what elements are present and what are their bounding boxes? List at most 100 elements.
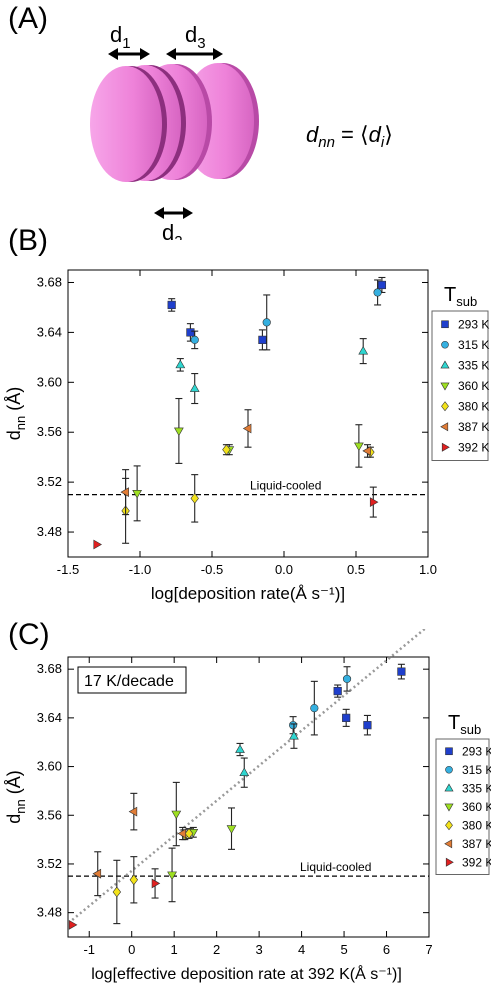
d3-label: d3 (185, 22, 206, 52)
data-point (128, 806, 138, 817)
y-tick-label: 3.64 (37, 710, 62, 725)
legend-title-main: T (448, 712, 460, 734)
data-point (342, 674, 352, 684)
y-tick-label: 3.68 (37, 274, 62, 289)
liquid-cooled-label: Liquid-cooled (250, 479, 321, 493)
legend-entry: 392 K (462, 855, 491, 869)
legend-marker (441, 340, 449, 349)
data-point (333, 686, 342, 696)
y-tick-label: 3.60 (37, 374, 62, 389)
plot-frame (67, 269, 429, 558)
legend-entry: 335 K (462, 781, 491, 795)
legend-entry: 293 K (458, 317, 489, 331)
d1-arrow (108, 48, 150, 60)
x-tick-label: -1.0 (129, 562, 151, 577)
legend-marker (441, 442, 450, 452)
d2-arrow (154, 207, 193, 219)
data-point (397, 667, 406, 676)
x-tick-label: -1 (83, 942, 95, 957)
data-point (175, 359, 186, 369)
data-point (167, 300, 176, 310)
data-point (184, 828, 194, 839)
series-360-K (167, 781, 237, 903)
data-point (173, 427, 184, 437)
data-point (93, 539, 102, 550)
legend-title-sub: sub (460, 722, 481, 737)
formula: dnn = ⟨di⟩ (306, 122, 393, 151)
legend-title-sub: sub (456, 294, 477, 309)
data-point (288, 721, 298, 730)
legend-marker (444, 803, 454, 812)
x-tick-label: 4 (298, 942, 305, 957)
legend-entry: 335 K (458, 358, 489, 372)
data-point (190, 335, 199, 344)
legend-marker (441, 401, 449, 412)
legend-title-main: T (444, 284, 456, 306)
chart-b: -1.5 -1.0 -0.5 0.0 0.5 1.0 3.48 3.52 3.56 3.60 3.6… (4, 269, 489, 603)
legend-entry: 387 K (462, 837, 491, 851)
legend-title: Tsub (448, 712, 481, 737)
series-387-K (120, 409, 372, 516)
legend-entry: 380 K (462, 818, 491, 832)
x-tick-label: -0.5 (201, 562, 223, 577)
series-315-K (190, 279, 382, 351)
series-335-K (235, 723, 299, 788)
legend-entry: 360 K (458, 379, 489, 393)
y-tick-label: 3.64 (37, 324, 62, 339)
data-point (167, 871, 177, 881)
y-tick-label: 3.52 (37, 856, 62, 871)
x-tick-label: 6 (383, 942, 390, 957)
y-tick-label: 3.60 (37, 759, 62, 774)
panel-a-illustration: d1 d3 d2 dnn = ⟨di⟩ (90, 22, 393, 240)
fit-line (71, 629, 427, 921)
data-point (373, 288, 382, 297)
data-point (353, 442, 364, 452)
legend-marker (440, 422, 449, 432)
legend-entry: 315 K (458, 338, 489, 352)
data-point (132, 490, 143, 499)
series-335-K (175, 338, 369, 405)
plot-frame (67, 656, 430, 938)
x-tick-label: 0.0 (275, 562, 293, 577)
data-point (242, 423, 252, 434)
legend-entry: 315 K (462, 763, 491, 777)
y-axis-label-sub: nn (13, 799, 28, 813)
data-point (235, 744, 245, 753)
y-axis-label-sub: nn (13, 416, 28, 430)
data-point (369, 497, 379, 507)
x-tick-label: 3 (256, 942, 263, 957)
d1-label: d1 (110, 22, 131, 52)
series-387-K (92, 792, 187, 897)
series-293-K (333, 663, 406, 736)
data-point (239, 767, 250, 776)
legend-title: Tsub (444, 284, 477, 309)
x-axis-label: log[deposition rate(Å s⁻¹)] (151, 584, 345, 603)
x-tick-label: 0.5 (347, 562, 365, 577)
legend-marker (445, 820, 453, 831)
legend-marker (440, 382, 450, 391)
legend-marker (444, 839, 453, 849)
legend-marker (445, 857, 454, 867)
legend-box (435, 738, 490, 875)
data-point (129, 874, 139, 886)
annotation-text: 17 K/decade (84, 673, 174, 690)
y-axis-label-unit: (Å) (4, 387, 24, 416)
d2-label: d2 (162, 220, 183, 240)
legend-entry: 360 K (462, 800, 491, 814)
legend-entry: 380 K (458, 399, 489, 413)
data-point (120, 487, 129, 498)
data-point (151, 878, 161, 889)
x-axis-label: log[effective deposition rate at 392 K(Å… (91, 964, 402, 983)
y-axis-label-main: d (4, 814, 24, 824)
legend-entry: 392 K (458, 440, 489, 454)
y-tick-label: 3.56 (37, 807, 62, 822)
x-tick-label: 1 (171, 942, 178, 957)
d3-arrow (166, 48, 223, 60)
data-point (377, 280, 387, 290)
legend-marker (441, 320, 449, 329)
x-tick-label: 1.0 (419, 562, 437, 577)
series-315-K (288, 666, 352, 736)
legend-marker (445, 765, 453, 774)
data-point (171, 810, 182, 820)
